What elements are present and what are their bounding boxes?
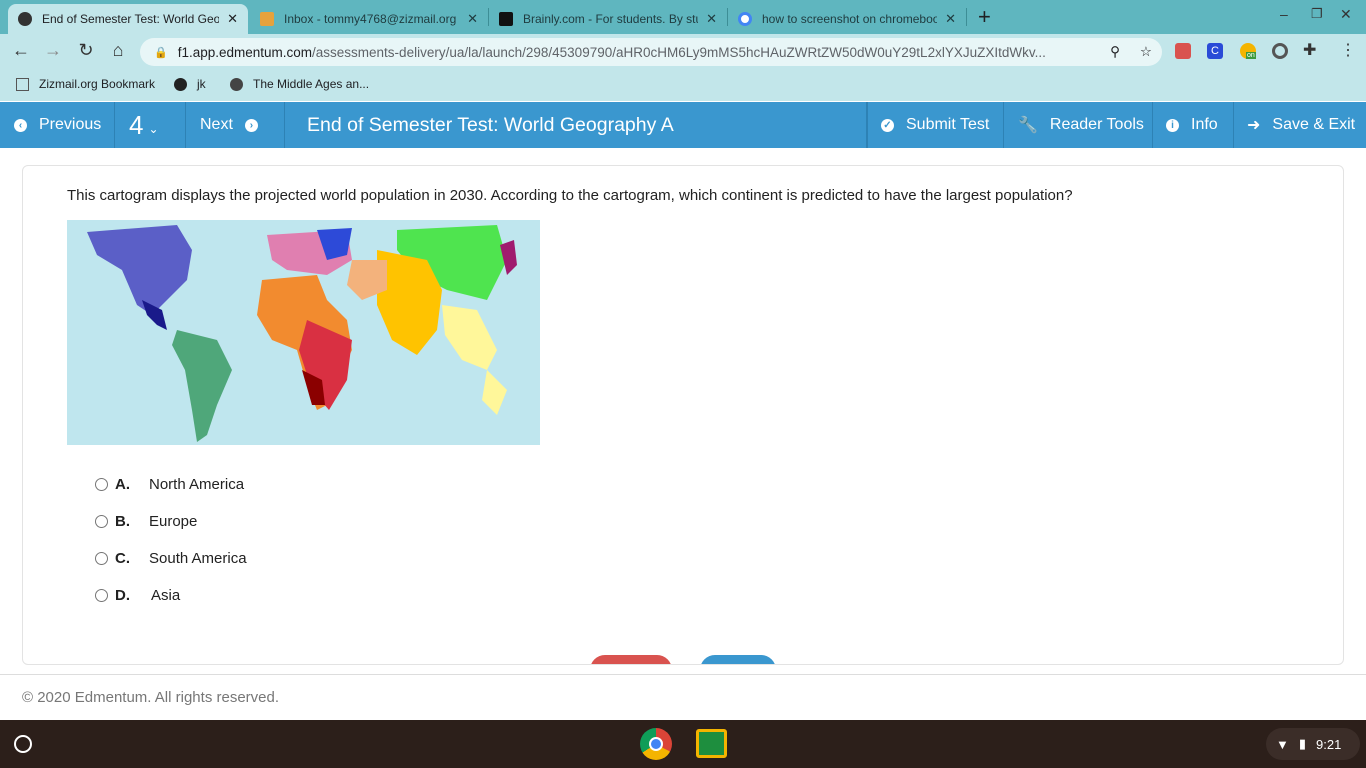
test-title: End of Semester Test: World Geography A [285, 102, 867, 148]
bookmark-zizmail[interactable]: Zizmail.org Bookmark [16, 77, 155, 91]
folder-icon [16, 77, 29, 91]
gmail-icon [260, 12, 274, 26]
tab-gmail[interactable]: Inbox - tommy4768@zizmail.org ✕ [250, 4, 488, 34]
lock-icon: 🔒 [154, 46, 168, 59]
option-c[interactable]: C. South America [95, 550, 247, 567]
chevron-down-icon: ⌄ [148, 122, 159, 136]
extension-on-icon[interactable]: on [1240, 43, 1256, 59]
sign-out-icon: ➜ [1247, 117, 1261, 134]
option-b-radio[interactable] [95, 515, 108, 528]
google-icon [738, 12, 752, 26]
wrench-icon: 🔧 [1018, 117, 1038, 134]
home-icon[interactable]: ⌂ [112, 40, 124, 60]
minimize-button[interactable]: – [1280, 6, 1288, 22]
wifi-icon: ▼ [1276, 736, 1289, 752]
reader-tools-button[interactable]: 🔧 Reader Tools [1004, 102, 1153, 148]
google-classroom-icon[interactable] [696, 729, 727, 758]
forward-icon[interactable]: → [44, 40, 62, 60]
browser-toolbar: ← → ↻ ⌂ 🔒 f1.app.edmentum.com/assessments… [0, 34, 1366, 68]
close-window-button[interactable]: ✕ [1340, 6, 1352, 22]
previous-button[interactable]: ‹ Previous [0, 102, 115, 148]
tab-google[interactable]: how to screenshot on chromebook ✕ [728, 4, 966, 34]
tab-edmentum[interactable]: End of Semester Test: World Geography A✕ [8, 4, 248, 34]
status-tray[interactable]: ▼ ▮ 9:21 [1266, 728, 1360, 760]
tab-brainly[interactable]: Brainly.com - For students. By students.… [489, 4, 727, 34]
tab-strip: End of Semester Test: World Geography A✕… [0, 0, 1366, 34]
globe-icon [174, 77, 187, 91]
extension-c-icon[interactable]: C [1207, 43, 1223, 59]
world-population-cartogram [67, 220, 540, 445]
address-bar[interactable]: 🔒 f1.app.edmentum.com/assessments-deliver… [140, 38, 1162, 66]
option-a[interactable]: A. North America [95, 476, 244, 493]
bookmark-middle-ages[interactable]: The Middle Ages an... [230, 77, 369, 91]
reload-icon[interactable]: ↻ [78, 40, 94, 60]
next-button[interactable]: Next › [186, 102, 285, 148]
check-circle-icon: ✓ [881, 118, 894, 132]
bookmark-jk[interactable]: jk [174, 77, 206, 91]
option-b[interactable]: B. Europe [95, 513, 197, 530]
close-tab-icon[interactable]: ✕ [706, 11, 717, 26]
question-number-dropdown[interactable]: 4 ⌄ [115, 102, 186, 148]
test-toolbar: ‹ Previous 4 ⌄ Next › End of Semester Test:… [0, 102, 1366, 148]
extension-circle-icon[interactable] [1272, 43, 1288, 59]
chromeos-shelf: ▼ ▮ 9:21 [0, 720, 1366, 768]
zoom-icon[interactable]: ⚲ [1110, 44, 1120, 59]
option-a-radio[interactable] [95, 478, 108, 491]
back-icon[interactable]: ← [12, 40, 30, 60]
info-button[interactable]: i Info [1153, 102, 1234, 148]
info-icon: i [1166, 118, 1179, 132]
extensions-puzzle-icon[interactable]: ✚ [1303, 42, 1317, 59]
launcher-icon[interactable] [14, 735, 32, 753]
arrow-right-icon: › [244, 118, 258, 132]
footer-copyright: © 2020 Edmentum. All rights reserved. [0, 674, 1366, 720]
question-text: This cartogram displays the projected wo… [67, 187, 1073, 204]
close-tab-icon[interactable]: ✕ [227, 11, 238, 26]
save-exit-button[interactable]: ➜ Save & Exit [1247, 116, 1356, 134]
red-action-button[interactable] [590, 655, 672, 664]
edmentum-icon [230, 77, 243, 91]
close-tab-icon[interactable]: ✕ [945, 11, 956, 26]
question-card: This cartogram displays the projected wo… [22, 165, 1344, 665]
bookmark-star-icon[interactable]: ☆ [1139, 44, 1152, 59]
option-d[interactable]: D. Asia [95, 587, 180, 604]
menu-icon[interactable]: ⋮ [1340, 42, 1356, 59]
battery-icon: ▮ [1298, 736, 1307, 751]
option-d-radio[interactable] [95, 589, 108, 602]
brainly-icon [499, 12, 513, 26]
extension-megaphone-icon[interactable] [1175, 43, 1191, 59]
chrome-icon[interactable] [640, 728, 672, 760]
arrow-left-icon: ‹ [14, 118, 27, 132]
blue-action-button[interactable] [700, 655, 776, 664]
edmentum-icon [18, 12, 32, 26]
close-tab-icon[interactable]: ✕ [467, 11, 478, 26]
submit-test-button[interactable]: ✓ Submit Test [867, 102, 1004, 148]
bookmarks-bar: Zizmail.org Bookmark jk The Middle Ages … [0, 68, 1366, 101]
restore-button[interactable]: ❐ [1311, 6, 1323, 21]
option-c-radio[interactable] [95, 552, 108, 565]
new-tab-button[interactable]: + [978, 4, 991, 29]
